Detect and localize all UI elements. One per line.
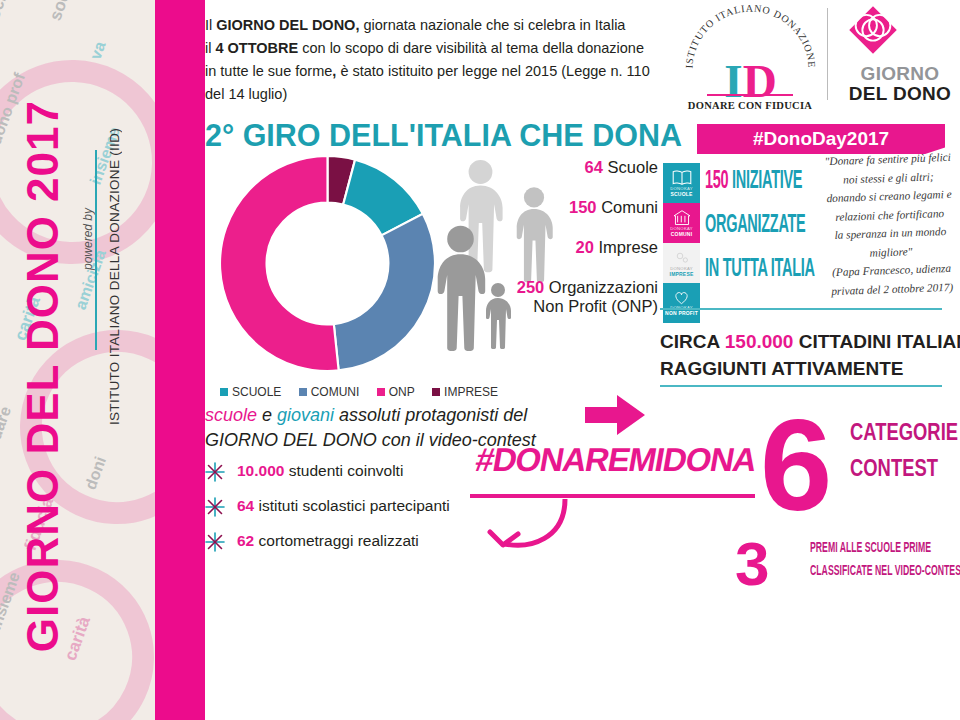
svg-text:ID: ID [724,55,777,107]
